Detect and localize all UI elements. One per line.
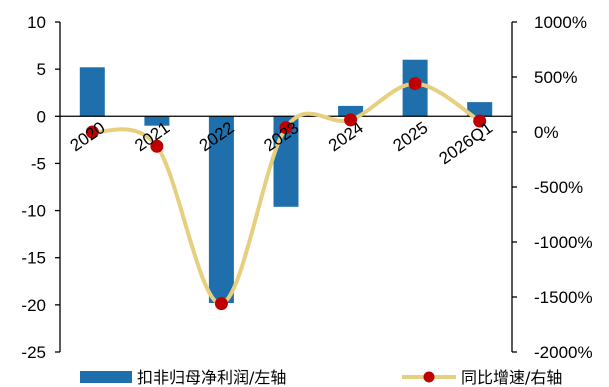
growth-point-2022 xyxy=(214,297,228,311)
category-label-2025: 2025 xyxy=(390,118,432,155)
line-layer xyxy=(85,77,487,311)
left-tick-label: -15 xyxy=(21,249,46,268)
bars-layer xyxy=(79,59,493,303)
right-tick-label: -1500% xyxy=(534,288,593,307)
right-tick-label: 500% xyxy=(534,68,577,87)
axes-layer xyxy=(55,21,517,353)
left-tick-label: -20 xyxy=(21,296,46,315)
growth-point-2021 xyxy=(150,139,164,153)
left-tick-label: 0 xyxy=(37,107,46,126)
right-tick-label: -500% xyxy=(534,178,583,197)
legend-label-bar: 扣非归母净利润/左轴 xyxy=(137,368,286,387)
legend-label-line: 同比增速/右轴 xyxy=(461,368,562,387)
legend-swatch-bar xyxy=(80,371,132,383)
category-label-2026Q1: 2026Q1 xyxy=(436,118,496,168)
growth-point-2025 xyxy=(408,77,422,91)
bar-2020 xyxy=(79,67,105,117)
labels-layer: 10 5 0 -5 -10 -15 -20 -25 1000% 500% 0% -500% -1000%… xyxy=(21,13,592,362)
right-tick-label: -2000% xyxy=(534,343,593,362)
category-label-2020: 2020 xyxy=(67,118,109,155)
growth-point-2026Q1 xyxy=(473,114,487,128)
growth-point-2023 xyxy=(279,121,293,135)
right-tick-label: 1000% xyxy=(534,13,587,32)
legend: 扣非归母净利润/左轴 同比增速/右轴 xyxy=(80,368,562,387)
growth-point-2020 xyxy=(85,125,99,139)
legend-swatch-marker xyxy=(423,371,435,383)
left-tick-label: 10 xyxy=(27,13,46,32)
left-tick-label: -5 xyxy=(31,154,46,173)
bar-2026Q1 xyxy=(467,102,493,117)
right-tick-label: 0% xyxy=(534,123,559,142)
right-tick-label: -1000% xyxy=(534,233,593,252)
left-tick-label: -25 xyxy=(21,343,46,362)
bar-2022 xyxy=(208,116,234,303)
growth-point-2024 xyxy=(344,113,358,127)
left-tick-label: -10 xyxy=(21,202,46,221)
left-tick-label: 5 xyxy=(37,60,46,79)
bar-2024 xyxy=(338,105,364,117)
bar-2021 xyxy=(144,116,170,126)
